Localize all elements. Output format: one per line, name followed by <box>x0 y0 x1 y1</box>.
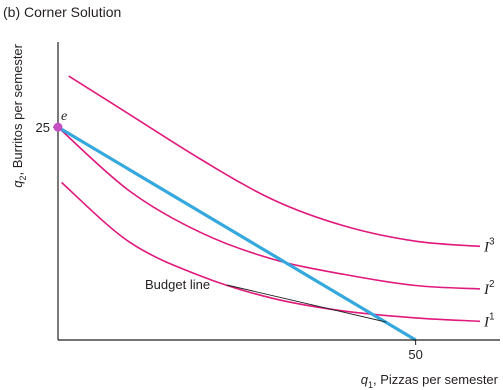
chart-title: (b) Corner Solution <box>3 4 122 20</box>
indifference-curve-label-2: I2 <box>483 279 495 298</box>
points-layer: e <box>53 109 67 132</box>
point-label-e: e <box>61 109 67 124</box>
y-axis-label: q2, Burritos per semester <box>10 43 28 187</box>
y-tick-label: 25 <box>36 120 50 135</box>
axes-layer: 50 25 <box>36 42 500 362</box>
budget-line <box>57 125 417 342</box>
budget-line-label: Budget line <box>145 277 210 292</box>
indifference-curve-label-3: I3 <box>483 236 495 255</box>
x-axis-label: q1, Pizzas per semester <box>361 372 499 390</box>
budget-line-leader <box>226 284 387 323</box>
point-e <box>53 122 63 132</box>
budget-layer <box>57 125 417 342</box>
indifference-curve-3 <box>68 75 481 248</box>
indifference-curve-label-1: I1 <box>483 311 495 330</box>
curves-layer <box>57 75 481 323</box>
x-tick-label: 50 <box>408 347 422 362</box>
labels-layer: I1 I2 I3 Budget line q1, Pizzas per semester… <box>10 43 499 390</box>
indifference-curve-2 <box>57 126 481 290</box>
indifference-curve-1 <box>61 181 481 323</box>
